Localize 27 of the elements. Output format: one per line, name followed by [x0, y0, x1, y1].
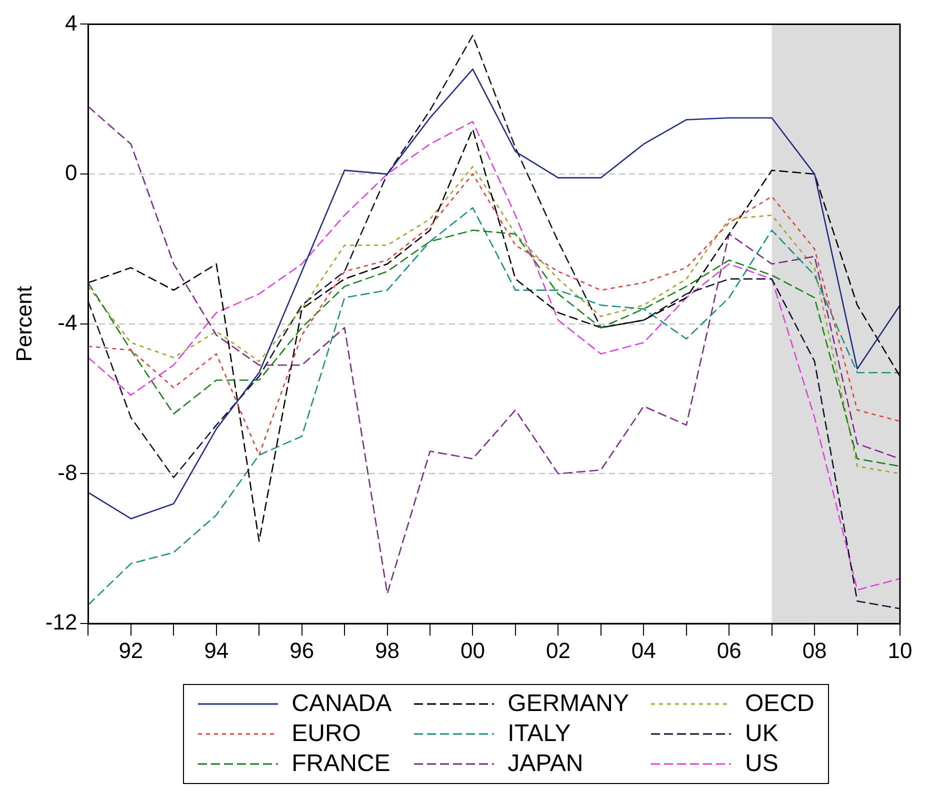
x-tick-label: 08	[802, 638, 827, 663]
x-tick-label: 00	[460, 638, 485, 663]
legend-label: EURO	[292, 719, 361, 749]
legend-label: CANADA	[292, 689, 392, 719]
line-series	[88, 230, 900, 467]
x-tick-label: 04	[631, 638, 656, 663]
x-tick-label: 02	[546, 638, 570, 663]
x-tick-label: 96	[290, 638, 314, 663]
y-tick-label: 0	[64, 160, 78, 186]
legend-label: OECD	[745, 689, 814, 719]
legend-label: JAPAN	[508, 749, 584, 779]
x-tick-label: 10	[888, 638, 912, 663]
y-tick-label: -8	[58, 460, 78, 485]
legend-label: GERMANY	[508, 689, 630, 719]
x-tick-label: 94	[204, 638, 229, 663]
x-tick-label: 98	[375, 638, 400, 663]
legend-label: FRANCE	[292, 749, 390, 779]
x-tick-label: 06	[716, 638, 742, 663]
legend-label: ITALY	[508, 719, 571, 749]
y-tick-label: -12	[45, 610, 78, 635]
legend-label: US	[745, 749, 778, 779]
y-tick-label: -4	[58, 310, 78, 335]
legend-label: UK	[745, 719, 778, 749]
y-axis-title: Percent	[11, 286, 36, 362]
y-tick-label: 4	[64, 10, 78, 36]
x-tick-label: 92	[118, 638, 144, 663]
line-series	[88, 207, 900, 606]
